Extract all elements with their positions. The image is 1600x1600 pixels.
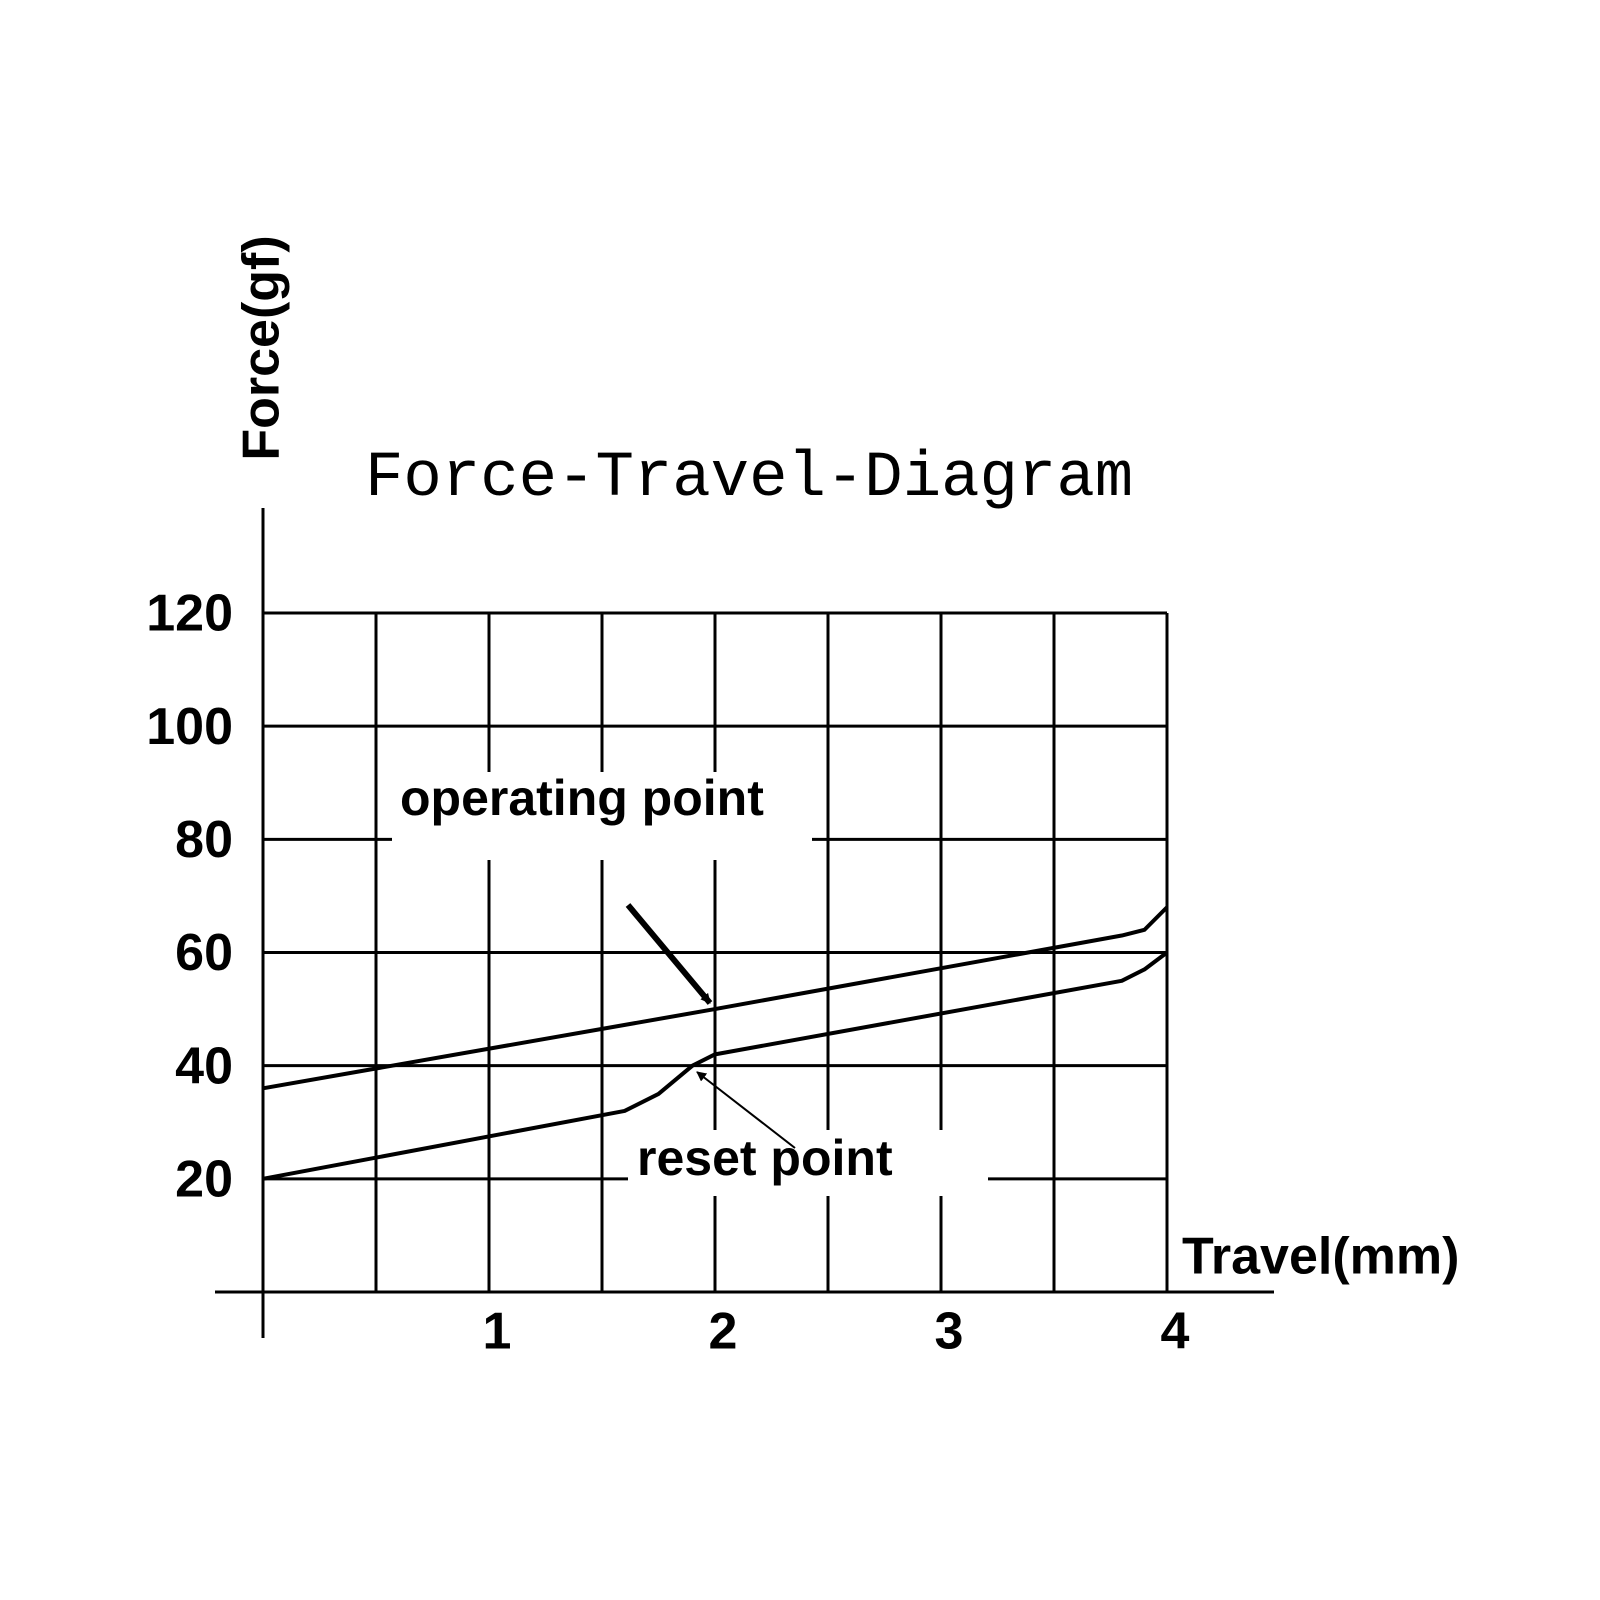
x-tick-label: 2 — [709, 1303, 738, 1361]
annotation: reset point — [637, 1130, 893, 1186]
annotation-arrow — [696, 1071, 796, 1149]
y-tick-label: 120 — [146, 585, 233, 643]
y-tick-label: 40 — [175, 1037, 233, 1095]
label-background — [392, 772, 812, 860]
y-tick-label: 20 — [175, 1151, 233, 1209]
data-line — [262, 950, 1169, 1181]
y-tick-label: 100 — [146, 698, 233, 756]
data-line — [262, 905, 1169, 1091]
y-tick-label: 60 — [175, 924, 233, 982]
x-tick-label: 3 — [935, 1303, 964, 1361]
chart-title: Force-Travel-Diagram — [365, 443, 1133, 515]
label-background — [628, 1130, 988, 1196]
annotation-arrow — [625, 903, 713, 1005]
x-axis-label: Travel(mm) — [1182, 1228, 1459, 1286]
x-tick-label: 1 — [483, 1303, 512, 1361]
x-tick-label: 4 — [1161, 1303, 1190, 1361]
y-tick-label: 80 — [175, 811, 233, 869]
annotation: operating point — [400, 770, 764, 826]
y-axis-label: Force(gf) — [233, 235, 291, 460]
